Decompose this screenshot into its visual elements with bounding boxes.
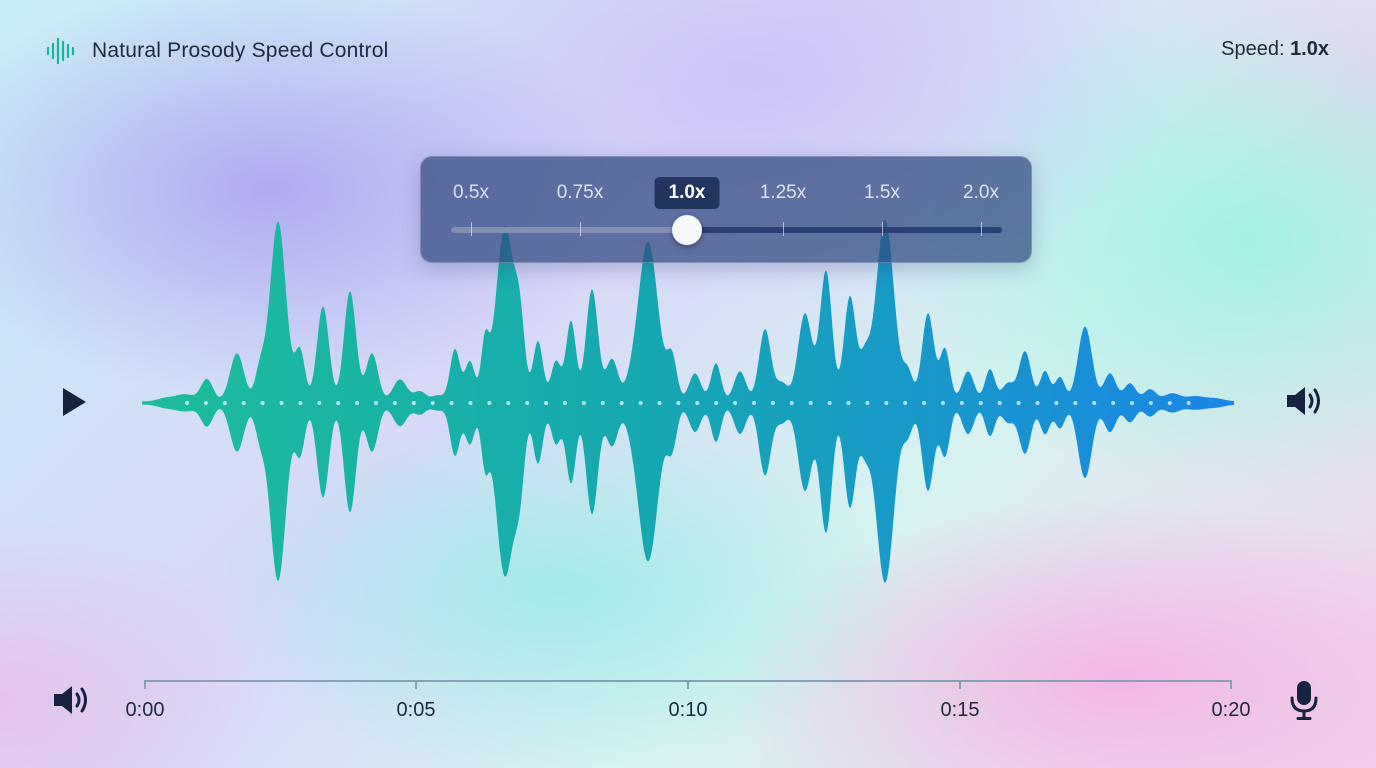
waveform-dot (581, 401, 586, 405)
waveform-dot (241, 401, 246, 405)
waveform-dot (1167, 401, 1172, 405)
waveform-dot (355, 401, 360, 405)
waveform-dot (752, 401, 756, 405)
waveform-dot (563, 401, 567, 405)
timeline-tick (144, 680, 146, 689)
speed-option-1-0x[interactable]: 1.0x (654, 177, 720, 209)
speed-readout-label: Speed: (1221, 38, 1285, 60)
speed-option-0-75x[interactable]: 0.75x (556, 182, 604, 203)
waveform-dot (884, 401, 889, 405)
waveform-dot (619, 401, 624, 405)
timeline-tick (415, 680, 417, 689)
waveform-dot (997, 401, 1002, 405)
time-label: 0:15 (940, 699, 980, 721)
waveform-dot (1054, 401, 1059, 405)
waveform-icon (46, 37, 75, 65)
waveform-dot (185, 401, 189, 405)
waveform-shape (142, 219, 1234, 583)
waveform-dot (374, 401, 378, 405)
waveform-dot (808, 401, 813, 405)
waveform-dot (1111, 401, 1116, 405)
waveform-dot (411, 401, 416, 405)
waveform-dot (903, 401, 908, 405)
speed-option-0-5x[interactable]: 0.5x (453, 182, 489, 203)
waveform-dot (827, 401, 832, 405)
waveform-dot (544, 401, 549, 405)
waveform-dot (941, 401, 945, 405)
waveform-dot (1035, 401, 1040, 405)
waveform-dot (638, 401, 643, 405)
time-label: 0:00 (125, 699, 165, 721)
volume-button-secondary[interactable] (52, 683, 92, 717)
speed-slider-tick (783, 222, 784, 236)
volume-button[interactable] (1285, 384, 1325, 418)
waveform-dot (468, 401, 473, 405)
waveform-dot (222, 401, 227, 405)
speed-option-2-0x[interactable]: 2.0x (963, 182, 999, 203)
speaker-volume-icon (1287, 387, 1320, 415)
waveform-dot (600, 401, 605, 405)
waveform-dot (770, 401, 775, 405)
app-title: Natural Prosody Speed Control (92, 39, 389, 62)
speed-slider-track[interactable] (451, 215, 1002, 245)
speed-readout-value: 1.0x (1290, 38, 1329, 60)
waveform-dot (1092, 401, 1097, 405)
waveform-dot (487, 401, 492, 405)
speed-slider-fill (451, 227, 687, 233)
speed-selector-panel: 0.5x 0.75x 1.0x 1.25x 1.5x 2.0x (420, 156, 1032, 263)
waveform-dot (506, 401, 511, 405)
waveform-dot (676, 401, 681, 405)
waveform-dot (846, 401, 851, 405)
speed-slider-tick (981, 222, 982, 236)
timeline-tick (959, 680, 961, 689)
waveform-dot (733, 401, 738, 405)
waveform-dot (1016, 401, 1021, 405)
speed-option-1-5x[interactable]: 1.5x (864, 182, 900, 203)
waveform-dot (1130, 401, 1134, 405)
waveform-dot (1186, 401, 1191, 405)
timeline-tick (1230, 680, 1232, 689)
play-icon (63, 388, 86, 416)
waveform-center-dots (185, 401, 1191, 405)
time-label: 0:10 (668, 699, 708, 721)
speaker-volume-icon (54, 686, 87, 714)
speed-slider-tick (580, 222, 581, 236)
waveform-dot (922, 401, 927, 405)
waveform-dot (279, 401, 284, 405)
waveform-dot (430, 401, 435, 405)
timeline-tick (687, 680, 689, 689)
waveform-dot (978, 401, 983, 405)
speed-option-1-25x[interactable]: 1.25x (759, 182, 807, 203)
waveform-dot (317, 401, 322, 405)
speed-slider-tick (882, 222, 883, 236)
play-button[interactable] (60, 385, 90, 419)
microphone-icon (1290, 681, 1318, 720)
waveform-dot (260, 401, 265, 405)
waveform-dot (1148, 401, 1153, 405)
waveform-dot (865, 401, 870, 405)
waveform-dot (959, 401, 964, 405)
time-label: 0:20 (1211, 699, 1251, 721)
waveform-dot (336, 401, 341, 405)
waveform-dot (789, 401, 794, 405)
waveform-dot (714, 401, 719, 405)
speed-slider-thumb[interactable] (672, 215, 702, 245)
waveform-dot (525, 401, 530, 405)
waveform-dot (657, 401, 662, 405)
waveform-dot (298, 401, 303, 405)
waveform-dot (449, 401, 454, 405)
waveform-dot (1073, 401, 1078, 405)
time-label: 0:05 (396, 699, 436, 721)
waveform-dot (695, 401, 700, 405)
timeline[interactable]: 0:00 0:05 0:10 0:15 0:20 (126, 678, 1250, 728)
waveform-dot (203, 401, 208, 405)
speed-slider-tick (471, 222, 472, 236)
waveform-dot (392, 401, 397, 405)
microphone-button[interactable] (1288, 679, 1320, 721)
speed-readout: Speed: 1.0x (1221, 38, 1329, 61)
app-header: Natural Prosody Speed Control (46, 36, 388, 66)
